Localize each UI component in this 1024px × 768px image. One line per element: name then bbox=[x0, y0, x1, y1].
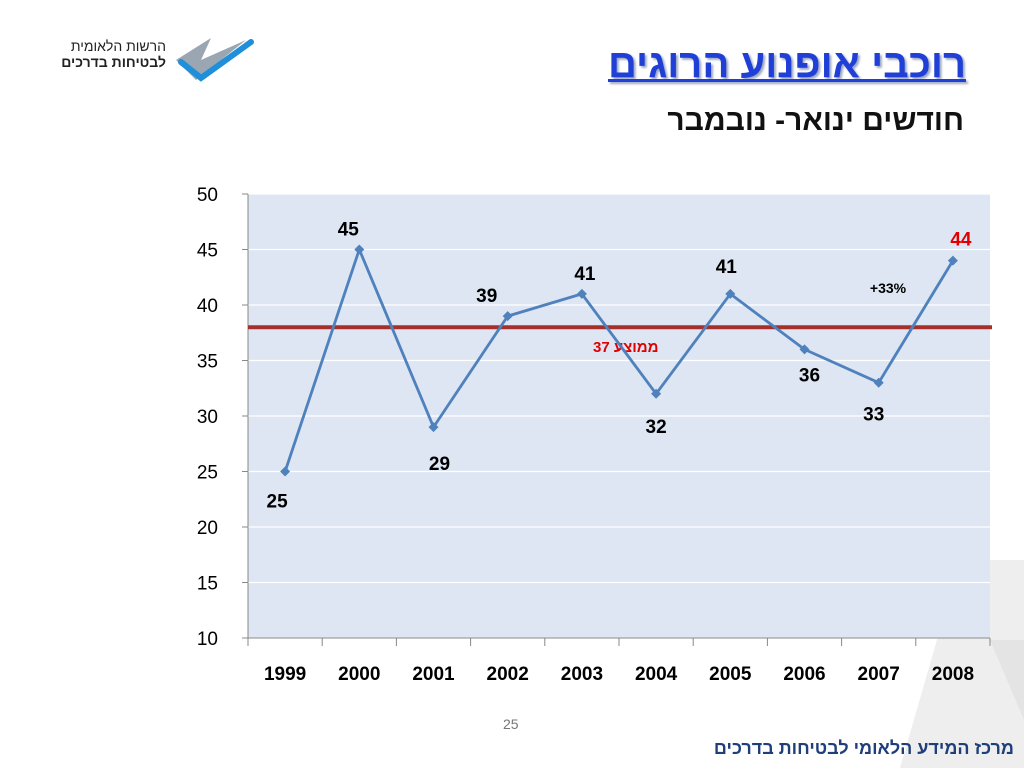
x-tick-label: 2002 bbox=[487, 664, 529, 685]
x-tick-label: 2004 bbox=[635, 664, 678, 685]
data-point bbox=[799, 344, 810, 355]
logo-emblem bbox=[176, 38, 254, 82]
y-tick-label: 50 bbox=[197, 185, 218, 206]
page-number: 25 bbox=[503, 716, 519, 732]
average-label: ממוצע 37 bbox=[593, 339, 659, 356]
data-label: 41 bbox=[574, 264, 596, 285]
x-tick-label: 2008 bbox=[932, 664, 974, 685]
data-point bbox=[651, 388, 662, 399]
y-tick-label: 35 bbox=[197, 352, 218, 373]
data-label: 32 bbox=[646, 417, 667, 438]
x-tick-label: 2001 bbox=[412, 664, 455, 685]
logo-text-line1: הרשות הלאומית bbox=[70, 38, 166, 54]
data-point bbox=[354, 244, 365, 255]
x-tick-label: 2007 bbox=[858, 664, 900, 685]
data-label: 39 bbox=[476, 286, 497, 307]
data-label: 29 bbox=[429, 454, 450, 475]
y-tick-label: 25 bbox=[197, 463, 218, 484]
logo-text-line2: לבטיחות בדרכים bbox=[61, 54, 166, 70]
page-subtitle: חודשים ינואר- נובמבר bbox=[667, 104, 964, 137]
data-point bbox=[428, 422, 439, 433]
data-label: 41 bbox=[716, 257, 738, 278]
data-point bbox=[873, 377, 884, 388]
x-tick-label: 2000 bbox=[338, 664, 380, 685]
y-tick-label: 45 bbox=[197, 241, 218, 262]
y-tick-label: 10 bbox=[197, 629, 218, 650]
x-tick-label: 1999 bbox=[264, 664, 306, 685]
page-title: רוכבי אופנוע הרוגים bbox=[607, 42, 966, 86]
data-point bbox=[725, 288, 736, 299]
y-tick-label: 15 bbox=[197, 574, 218, 595]
annotation-change: +33% bbox=[870, 280, 907, 296]
y-tick-label: 40 bbox=[197, 296, 218, 317]
data-point bbox=[947, 255, 958, 266]
x-tick-label: 2005 bbox=[709, 664, 752, 685]
series-line bbox=[283, 248, 955, 472]
data-label: 33 bbox=[863, 405, 884, 426]
data-label: 44 bbox=[950, 230, 972, 251]
data-label: 45 bbox=[338, 220, 360, 241]
data-label: 36 bbox=[799, 365, 820, 386]
x-tick-label: 2006 bbox=[783, 664, 825, 685]
footer-org-name: מרכז המידע הלאומי לבטיחות בדרכים bbox=[713, 738, 1014, 758]
y-tick-label: 30 bbox=[197, 407, 218, 428]
x-tick-label: 2003 bbox=[561, 664, 603, 685]
data-point bbox=[502, 311, 513, 322]
y-tick-label: 20 bbox=[197, 518, 218, 539]
data-label: 25 bbox=[267, 492, 289, 513]
data-point bbox=[576, 288, 587, 299]
data-point bbox=[280, 466, 291, 477]
